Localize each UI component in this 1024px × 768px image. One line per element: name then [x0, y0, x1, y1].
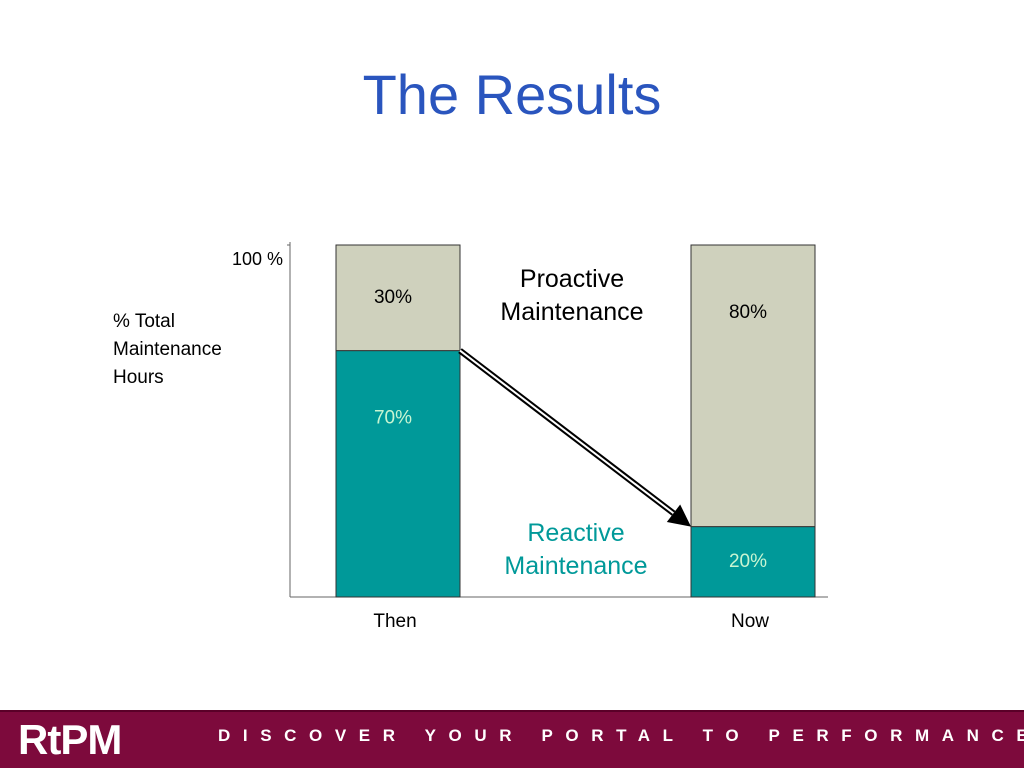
value-label: 20% — [729, 551, 767, 572]
logo: RtPM — [18, 716, 122, 763]
bar-segment — [690, 526, 816, 598]
x-tick-label: Then — [373, 611, 416, 632]
value-label: 30% — [374, 287, 412, 308]
value-label: 80% — [729, 302, 767, 323]
tagline: DISCOVER YOUR PORTAL TO PERFORMANCE — [218, 726, 1024, 745]
slide-title: The Results — [362, 63, 662, 126]
bar-segment — [335, 350, 461, 598]
bar-segment — [335, 244, 461, 352]
value-label: 70% — [374, 408, 412, 429]
x-tick-label: Now — [731, 611, 769, 632]
chart: 100 % Then 70% 30% Now 20% 80% — [232, 242, 828, 632]
bar-segment — [690, 244, 816, 528]
arrow-shaft-inner — [459, 349, 675, 515]
series-label: Reactive Maintenance — [504, 519, 648, 580]
footer: RtPM DISCOVER YOUR PORTAL TO PERFORMANCE — [0, 710, 1024, 768]
y-tick-label: 100 % — [232, 249, 283, 269]
y-axis-label: % Total Maintenance Hours — [113, 311, 222, 388]
series-label: Proactive Maintenance — [500, 265, 644, 326]
arrow-head — [666, 504, 691, 527]
